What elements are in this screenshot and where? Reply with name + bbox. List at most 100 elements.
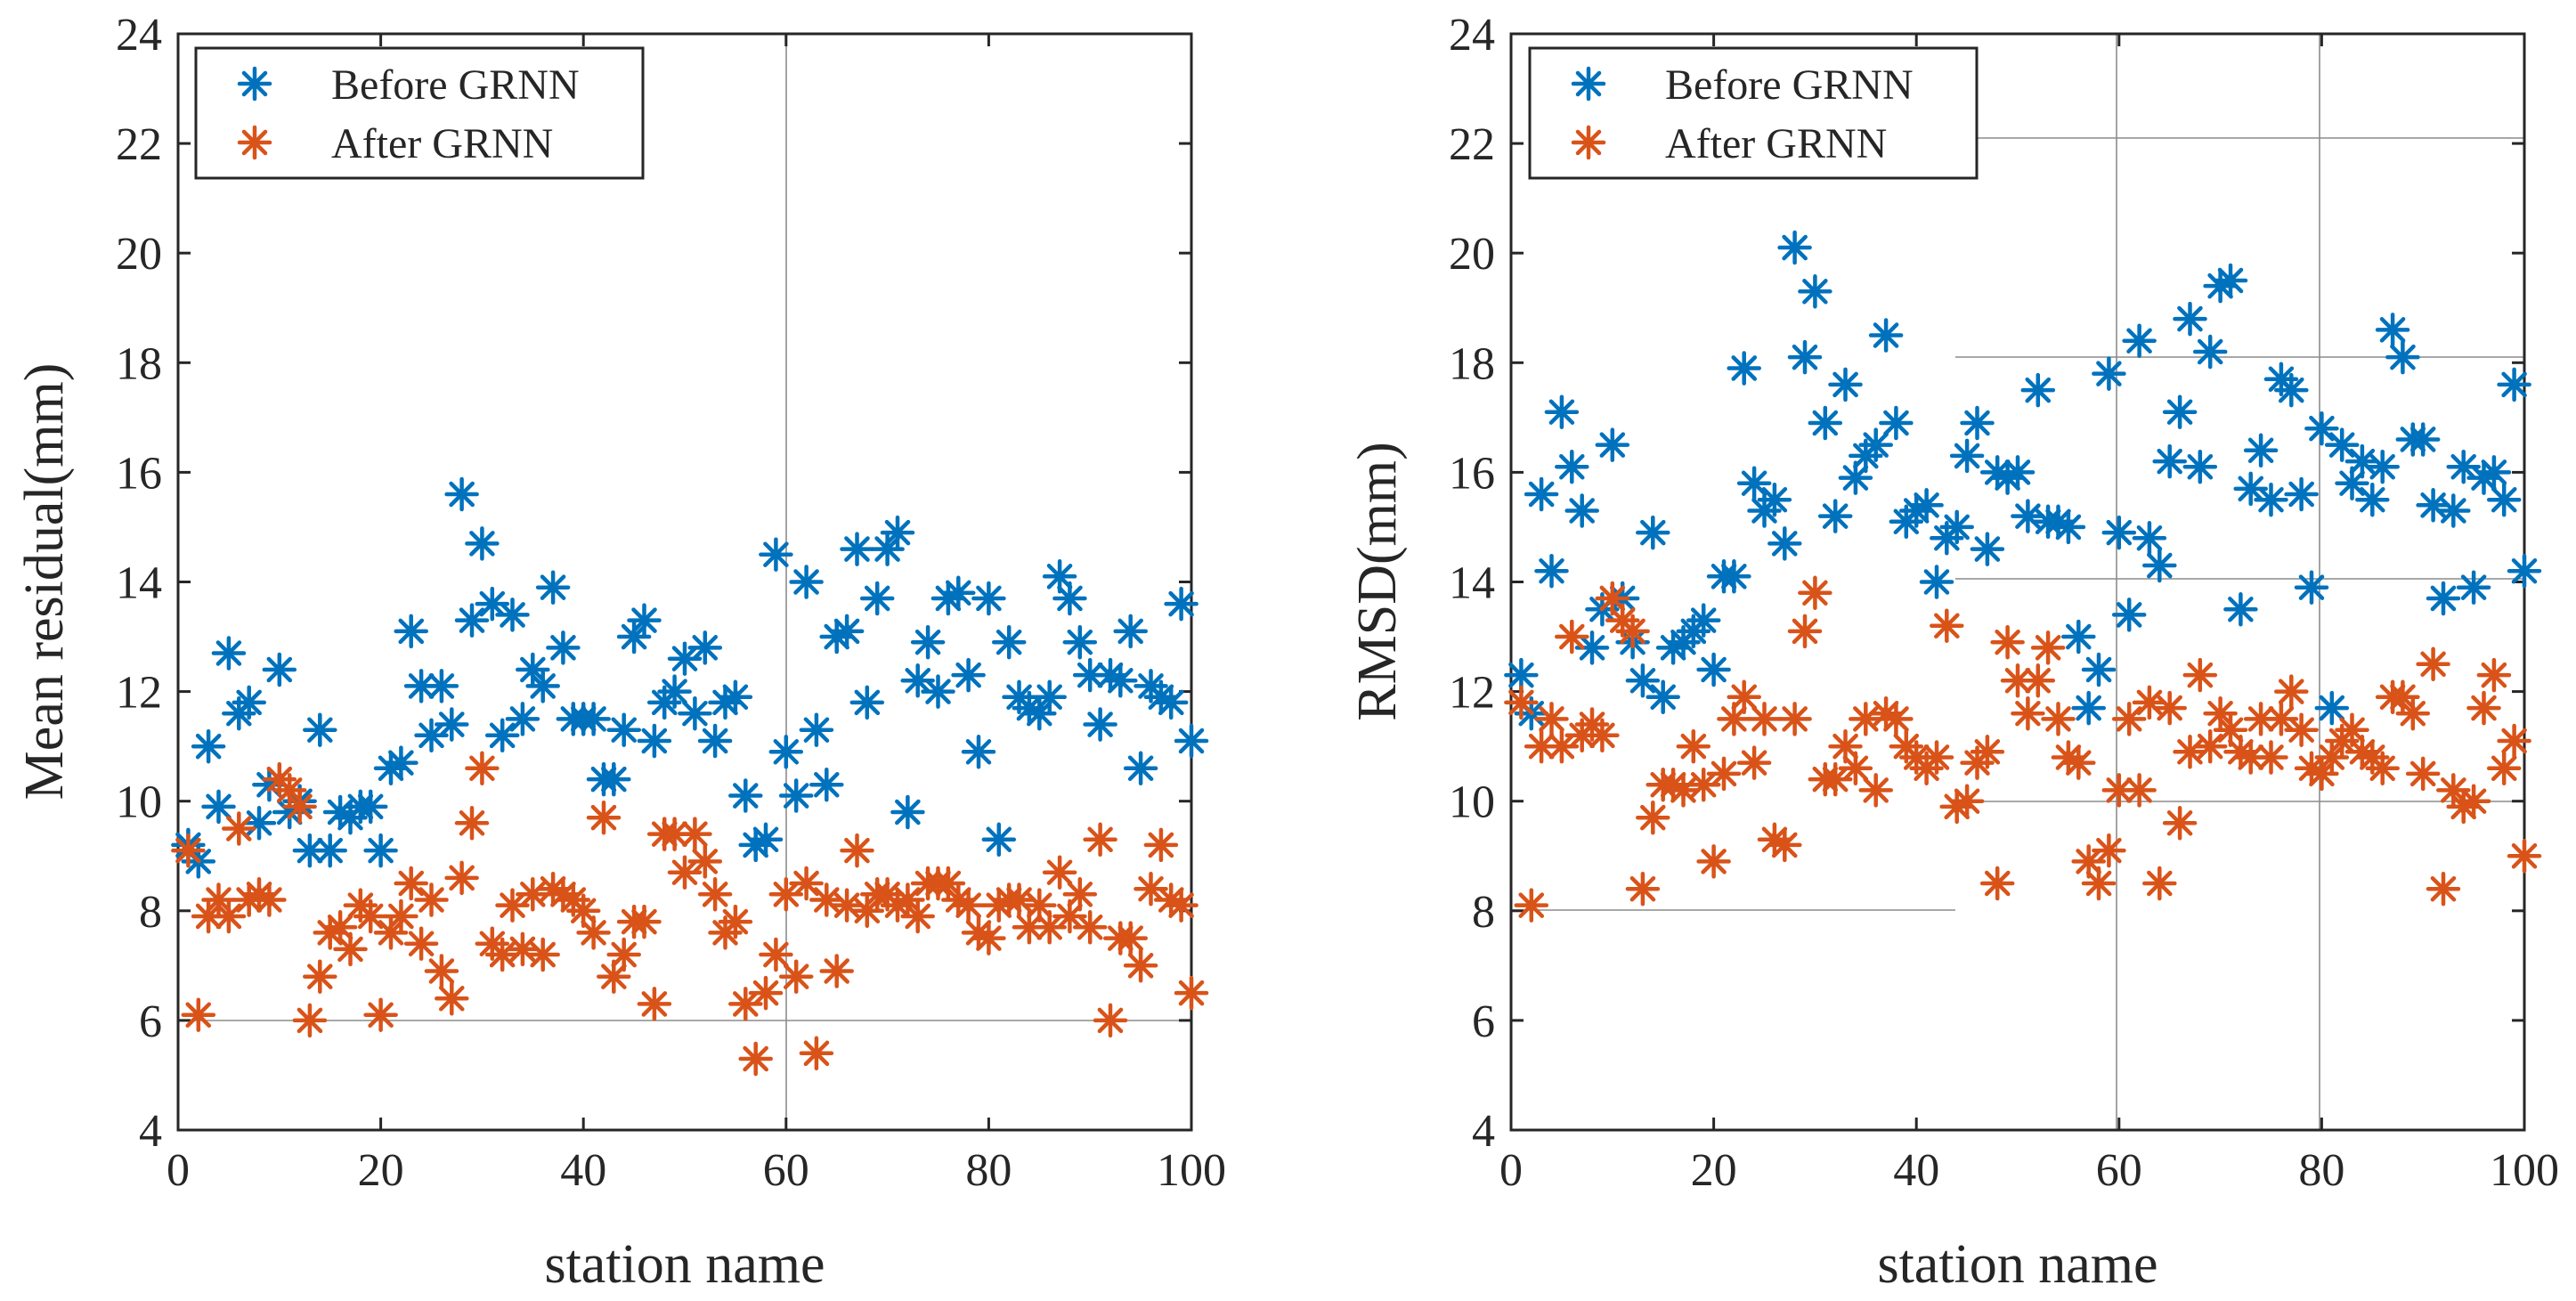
- y-axis-label-right: RMSD(mm): [1347, 442, 1408, 720]
- after-grnn-point: [738, 1041, 773, 1077]
- before-grnn-point: [1757, 482, 1792, 517]
- before-grnn-point: [1052, 581, 1087, 616]
- before-grnn-point: [2416, 488, 2450, 523]
- after-grnn-point: [1524, 728, 1559, 764]
- after-grnn-point: [465, 751, 500, 786]
- before-grnn-point: [951, 657, 986, 693]
- before-grnn-point: [1970, 532, 2005, 566]
- after-grnn-point: [1534, 702, 1569, 736]
- before-grnn-point: [353, 789, 388, 825]
- before-grnn-point: [697, 723, 733, 759]
- y-tick-label: 12: [116, 668, 162, 719]
- before-grnn-point: [465, 526, 500, 561]
- before-grnn-point: [2486, 482, 2522, 517]
- after-grnn-point: [637, 987, 672, 1021]
- before-grnn-point: [1960, 405, 1995, 441]
- before-grnn-point: [859, 581, 895, 616]
- legend-box-left: [194, 46, 645, 180]
- after-grnn-point: [384, 899, 418, 934]
- axis-ticks-right: [1509, 32, 2526, 1132]
- before-grnn-point: [1164, 586, 1199, 622]
- after-grnn-point: [819, 954, 854, 988]
- after-grnn-point: [1072, 910, 1108, 945]
- after-grnn-point: [799, 1036, 834, 1071]
- legend-star-after: [237, 125, 272, 160]
- gridlines-left: [178, 34, 1191, 1130]
- legend-marker-after: [237, 125, 272, 160]
- before-grnn-point: [2284, 476, 2319, 512]
- before-grnn-point: [961, 735, 996, 769]
- before-grnn-point: [2385, 339, 2420, 375]
- legend-star-after: [1571, 125, 1606, 160]
- before-grnn-point: [2152, 443, 2187, 479]
- before-grnn-point: [1646, 679, 1680, 715]
- before-grnn-point: [384, 745, 418, 780]
- after-grnn-point: [1706, 756, 1742, 792]
- before-grnn-point: [394, 614, 428, 649]
- before-grnn-point: [718, 679, 753, 715]
- x-tick-label: 80: [2298, 1145, 2344, 1196]
- before-grnn-point: [2294, 570, 2329, 605]
- y-tick-label: 4: [1472, 1106, 1495, 1157]
- after-grnn-point: [809, 882, 844, 917]
- after-grnn-point: [1696, 844, 1731, 879]
- before-grnn-point: [1174, 723, 1209, 759]
- before-grnn-point: [880, 515, 915, 550]
- after-grnn-point: [424, 954, 459, 988]
- after-grnn-point: [2092, 833, 2126, 868]
- before-grnn-point: [627, 603, 662, 638]
- after-grnn-point: [2030, 630, 2066, 665]
- before-grnn-point: [941, 575, 976, 611]
- x-tick-label: 60: [2096, 1145, 2142, 1196]
- after-grnn-point: [840, 833, 874, 868]
- before-grnn-point: [2476, 455, 2512, 490]
- y-tick-label: 18: [1449, 338, 1495, 389]
- before-grnn-point: [2142, 548, 2177, 583]
- before-grnn-point: [2314, 690, 2350, 726]
- after-grnn-point: [211, 899, 247, 934]
- after-grnn-point: [2203, 695, 2238, 731]
- y-tick-label: 8: [1472, 887, 1495, 938]
- before-grnn-point: [241, 806, 277, 841]
- before-grnn-point: [2092, 356, 2126, 391]
- before-grnn-point: [910, 624, 946, 660]
- after-grnn-point: [1595, 581, 1630, 616]
- before-grnn-point: [535, 570, 571, 605]
- x-axis-label-left: station name: [544, 1234, 825, 1295]
- before-grnn-point: [303, 712, 337, 747]
- after-grnn-point: [303, 959, 337, 994]
- before-grnn-point: [484, 718, 520, 753]
- before-grnn-point: [2233, 471, 2268, 507]
- x-tick-label: 100: [2490, 1145, 2559, 1196]
- after-grnn-point: [2486, 751, 2522, 786]
- after-grnn-point: [687, 844, 723, 879]
- after-grnn-point: [748, 975, 784, 1011]
- before-grnn-point: [1828, 367, 1863, 402]
- before-grnn-point: [505, 702, 540, 736]
- after-grnn-point: [1798, 575, 1832, 611]
- after-grnn-point: [1123, 948, 1158, 983]
- before-grnn-point: [2274, 372, 2309, 408]
- after-grnn-point: [525, 937, 560, 972]
- legend-star-before: [1571, 66, 1606, 102]
- after-grnn-point: [2173, 735, 2207, 769]
- legend-label-after: After GRNN: [331, 120, 553, 167]
- after-grnn-point: [1042, 855, 1077, 890]
- before-grnn-point: [2051, 509, 2086, 545]
- y-tick-label: 20: [1449, 229, 1495, 280]
- after-grnn-point: [597, 959, 631, 994]
- y-tick-label: 10: [116, 777, 162, 828]
- before-grnn-point: [313, 833, 347, 868]
- before-grnn-point: [201, 789, 236, 825]
- before-grnn-point: [1113, 614, 1148, 649]
- after-grnn-point: [2101, 773, 2137, 808]
- after-grnn-point: [1093, 1003, 1128, 1038]
- before-grnn-point: [921, 674, 955, 709]
- after-grnn-point: [2507, 839, 2542, 874]
- after-grnn-point: [505, 931, 540, 967]
- after-grnn-point: [586, 800, 622, 835]
- before-grnn-point: [768, 735, 804, 769]
- after-grnn-point: [171, 833, 206, 868]
- before-grnn-point: [1696, 652, 1731, 687]
- before-grnn-point: [2081, 652, 2117, 687]
